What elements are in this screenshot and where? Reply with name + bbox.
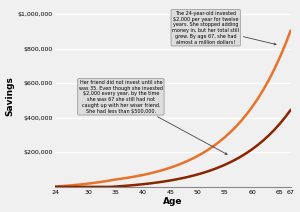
X-axis label: Age: Age xyxy=(163,197,183,206)
Text: Her friend did not invest until she
was 35. Even though she invested
$2,000 ever: Her friend did not invest until she was … xyxy=(79,80,227,154)
Y-axis label: Savings: Savings xyxy=(6,76,15,116)
Text: The 24-year-old invested
$2,000 per year for twelve
years. She stopped adding
mo: The 24-year-old invested $2,000 per year… xyxy=(172,11,276,45)
